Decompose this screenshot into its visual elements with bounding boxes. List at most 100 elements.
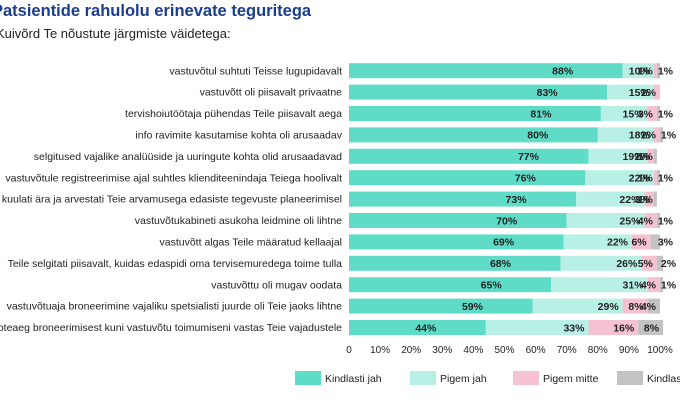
value-label: 1% [658, 108, 674, 120]
bar-segment [632, 234, 651, 250]
value-label: 16% [613, 322, 635, 334]
bar-segment [607, 84, 654, 100]
value-label: 83% [537, 87, 559, 99]
bar-segment [653, 84, 660, 100]
value-label: 1% [658, 215, 674, 227]
x-axis: 0 10% 20% 30% 40% 50% 60% 70% 80% 90% 100% [346, 345, 673, 356]
category-label: info ravimite kasutamise kohta oli arusa… [135, 130, 342, 142]
bar-segment [560, 255, 642, 271]
bar-segment [588, 320, 639, 335]
value-label: 5% [638, 258, 654, 270]
value-label: 19% [623, 151, 645, 163]
category-label: selgitused vajalike analüüside ja uuring… [34, 151, 342, 163]
category-label: ooteaeg broneerimisest kuni vastuvõtu to… [0, 322, 342, 334]
value-label: 68% [490, 258, 512, 270]
legend-swatch [410, 371, 436, 385]
x-tick-label: 90% [619, 345, 639, 356]
category-label: vastuvõtuaja broneerimine vajaliku spets… [7, 301, 343, 313]
value-label: 29% [598, 301, 620, 313]
bar-segment [349, 106, 601, 121]
category-label: tervishoiutöötaja pühendas Teile piisava… [125, 108, 342, 120]
bar-segment [653, 191, 657, 207]
value-label: 3% [658, 237, 674, 249]
value-label: 3% [638, 108, 654, 120]
value-label: 69% [493, 237, 515, 249]
category-labels: vastuvõtul suhtuti Teisse lugupidavalt va… [0, 65, 343, 334]
value-label: 76% [515, 173, 537, 185]
bar-segment [641, 255, 657, 271]
value-label: 2% [641, 87, 657, 99]
value-label: 15% [623, 108, 645, 120]
value-label: 80% [527, 130, 549, 142]
x-tick-label: 0 [346, 345, 352, 356]
value-label: 1% [638, 194, 654, 206]
value-label: 31% [623, 280, 645, 292]
x-tick-label: 10% [370, 345, 390, 356]
value-label: 1% [638, 173, 654, 185]
bar-segment [597, 127, 654, 143]
value-label: 1% [638, 151, 654, 163]
bar-segment [349, 298, 533, 314]
bar-segment [349, 320, 486, 335]
bar-segment [349, 255, 561, 271]
bar-segment [349, 191, 577, 207]
bar-segment [660, 127, 664, 143]
bar-segment [563, 234, 633, 250]
x-tick-label: 40% [463, 345, 483, 356]
chart-subtitle: Kuivõrd Te nõustute järgmiste väidetega: [0, 26, 231, 41]
bar-segment [653, 148, 657, 164]
bar-segment [349, 213, 567, 228]
value-label: 2% [661, 258, 677, 270]
value-label: 1% [658, 173, 674, 185]
bar-segment [622, 298, 648, 314]
x-tick-label: 30% [432, 345, 452, 356]
value-label: 25% [619, 215, 641, 227]
value-label: 44% [415, 322, 437, 334]
bar-segment [653, 170, 657, 186]
value-label: 81% [530, 108, 552, 120]
bar-segment [656, 106, 660, 121]
bar-segment [349, 148, 589, 164]
bar-segment [647, 298, 660, 314]
legend-swatch [513, 371, 539, 385]
value-label: 26% [616, 258, 638, 270]
value-label: 1% [638, 66, 654, 78]
value-label: 1% [661, 130, 677, 142]
category-label: vastuvõtt oli piisavalt privaatne [200, 87, 343, 99]
bar-segment [349, 234, 564, 250]
bar-segment [349, 63, 623, 79]
bar-segments [349, 63, 664, 335]
bar-segment [653, 63, 657, 79]
bar-segment [576, 191, 645, 207]
bar-segment [660, 277, 664, 293]
value-label: 59% [462, 301, 484, 313]
x-tick-label: 100% [647, 345, 673, 356]
category-label: vastuvõtul suhtuti Teisse lugupidavalt [169, 65, 342, 77]
bar-segment [656, 170, 660, 186]
bar-segment [656, 255, 664, 271]
value-label: 22% [619, 194, 641, 206]
legend-label: Pigem jah [440, 373, 487, 385]
value-label: 8% [644, 322, 660, 334]
value-label: 1% [661, 280, 677, 292]
legend-label: Pigem mitte [543, 373, 599, 385]
x-tick-label: 50% [494, 345, 514, 356]
value-label: 2% [641, 130, 657, 142]
value-label: 15% [629, 87, 651, 99]
x-tick-label: 70% [557, 345, 577, 356]
bar-segment [647, 148, 654, 164]
value-label: 4% [641, 301, 657, 313]
x-tick-label: 20% [401, 345, 421, 356]
value-label: 73% [506, 194, 528, 206]
bar-segment [551, 277, 648, 293]
category-label: vastuvõtt algas Teile määratud kellaajal [160, 237, 343, 249]
bar-segment [644, 191, 654, 207]
category-label: vastuvõtukabineti asukoha leidmine oli l… [135, 215, 342, 227]
value-label: 4% [638, 215, 654, 227]
bar-segment [622, 63, 654, 79]
value-label: 1% [658, 66, 674, 78]
bar-segment [349, 127, 598, 143]
bar-segment [485, 320, 589, 335]
value-label: 4% [641, 280, 657, 292]
